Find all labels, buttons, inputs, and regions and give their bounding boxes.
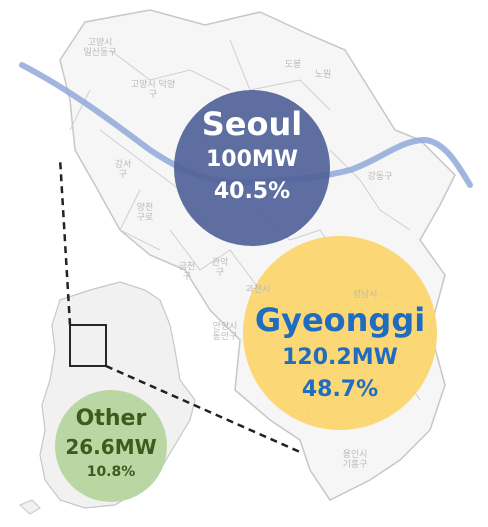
map-label: 강서 구 bbox=[114, 160, 132, 180]
map-label: 과천시 bbox=[245, 285, 271, 295]
map-label: 고양시 일산동구 bbox=[83, 38, 117, 58]
region-share: 48.7% bbox=[301, 377, 379, 402]
map-label: 성남시 bbox=[352, 290, 378, 300]
map-label: 고양시 덕양 구 bbox=[130, 80, 176, 100]
map-label: 관악 구 bbox=[211, 258, 229, 278]
region-name: Gyeonggi bbox=[254, 301, 426, 339]
gyeonggi-label: Gyeonggi 120.2MW 48.7% bbox=[243, 298, 437, 406]
map-label: 금천 구 bbox=[178, 262, 196, 282]
other-label: Other 26.6MW 10.8% bbox=[55, 405, 167, 483]
map-label: 도봉 bbox=[284, 60, 302, 70]
map-label: 안양시 동안구 bbox=[212, 322, 238, 342]
region-capacity: 120.2MW bbox=[282, 345, 398, 370]
inset-box bbox=[69, 324, 107, 367]
region-name: Seoul bbox=[201, 105, 303, 143]
region-share: 10.8% bbox=[86, 464, 136, 480]
seoul-label: Seoul 100MW 40.5% bbox=[174, 104, 330, 208]
region-share: 40.5% bbox=[213, 179, 291, 204]
region-name: Other bbox=[75, 406, 147, 431]
leader-line-top bbox=[58, 157, 72, 326]
map-label: 강동구 bbox=[367, 172, 393, 182]
other-bubble bbox=[55, 390, 167, 502]
map-label: 노원 bbox=[314, 70, 332, 80]
region-capacity: 26.6MW bbox=[65, 435, 157, 459]
seoul-bubble bbox=[174, 90, 330, 246]
region-capacity: 100MW bbox=[205, 147, 299, 172]
map-label: 용인시 기흥구 bbox=[342, 450, 368, 470]
gyeonggi-bubble bbox=[243, 236, 437, 430]
map-label: 양천 구로 bbox=[136, 203, 154, 223]
